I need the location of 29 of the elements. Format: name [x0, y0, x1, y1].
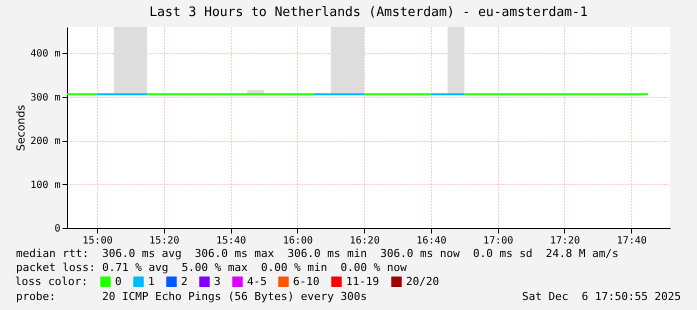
legend-label: 3	[214, 274, 221, 288]
x-tick-label: 17:20	[550, 236, 580, 246]
x-tick-label: 16:40	[416, 236, 446, 246]
text: probe: 20 ICMP Echo Pings (56 Bytes) every 300s	[16, 290, 367, 303]
y-tick-label: 0	[54, 224, 60, 234]
y-tick-label: 300 m	[30, 92, 60, 104]
chart-title: Last 3 Hours to Netherlands (Amsterdam) - eu-amsterdam-1	[149, 5, 588, 20]
text: packet loss: 0.71 % avg 5.00 % max 0.00 % min 0.00 % now	[16, 261, 407, 274]
x-tick-label: 15:00	[82, 236, 113, 246]
legend-title: loss color:	[15, 275, 88, 288]
y-axis-title: Seconds	[14, 104, 28, 152]
legend-label: 2	[181, 274, 188, 288]
legend-label: 0	[115, 274, 122, 288]
text: median rtt: 306.0 ms avg 306.0 ms max 306.0 ms min 306.0 ms now 0.0 ms sd 24.8 M am/s	[16, 247, 619, 260]
legend-label: 4-5	[247, 274, 267, 288]
x-tick-label: 17:00	[483, 236, 514, 246]
x-tick-label: 16:20	[350, 236, 380, 246]
legend-label: 20/20	[406, 274, 440, 288]
text: Sat Dec 6 17:50:55 2025	[522, 290, 681, 303]
x-tick-label: 16:00	[282, 236, 313, 246]
y-tick-label: 100 m	[30, 180, 60, 191]
x-tick-label: 15:40	[216, 236, 246, 246]
y-tick-label: 200 m	[30, 136, 60, 148]
legend-label: 11-19	[346, 274, 380, 288]
x-tick-label: 17:40	[616, 236, 647, 246]
x-tick-label: 15:20	[149, 236, 180, 246]
legend-label: 6-10	[293, 274, 320, 288]
y-tick-label: 400 m	[30, 48, 60, 60]
legend-label: 1	[148, 274, 155, 288]
